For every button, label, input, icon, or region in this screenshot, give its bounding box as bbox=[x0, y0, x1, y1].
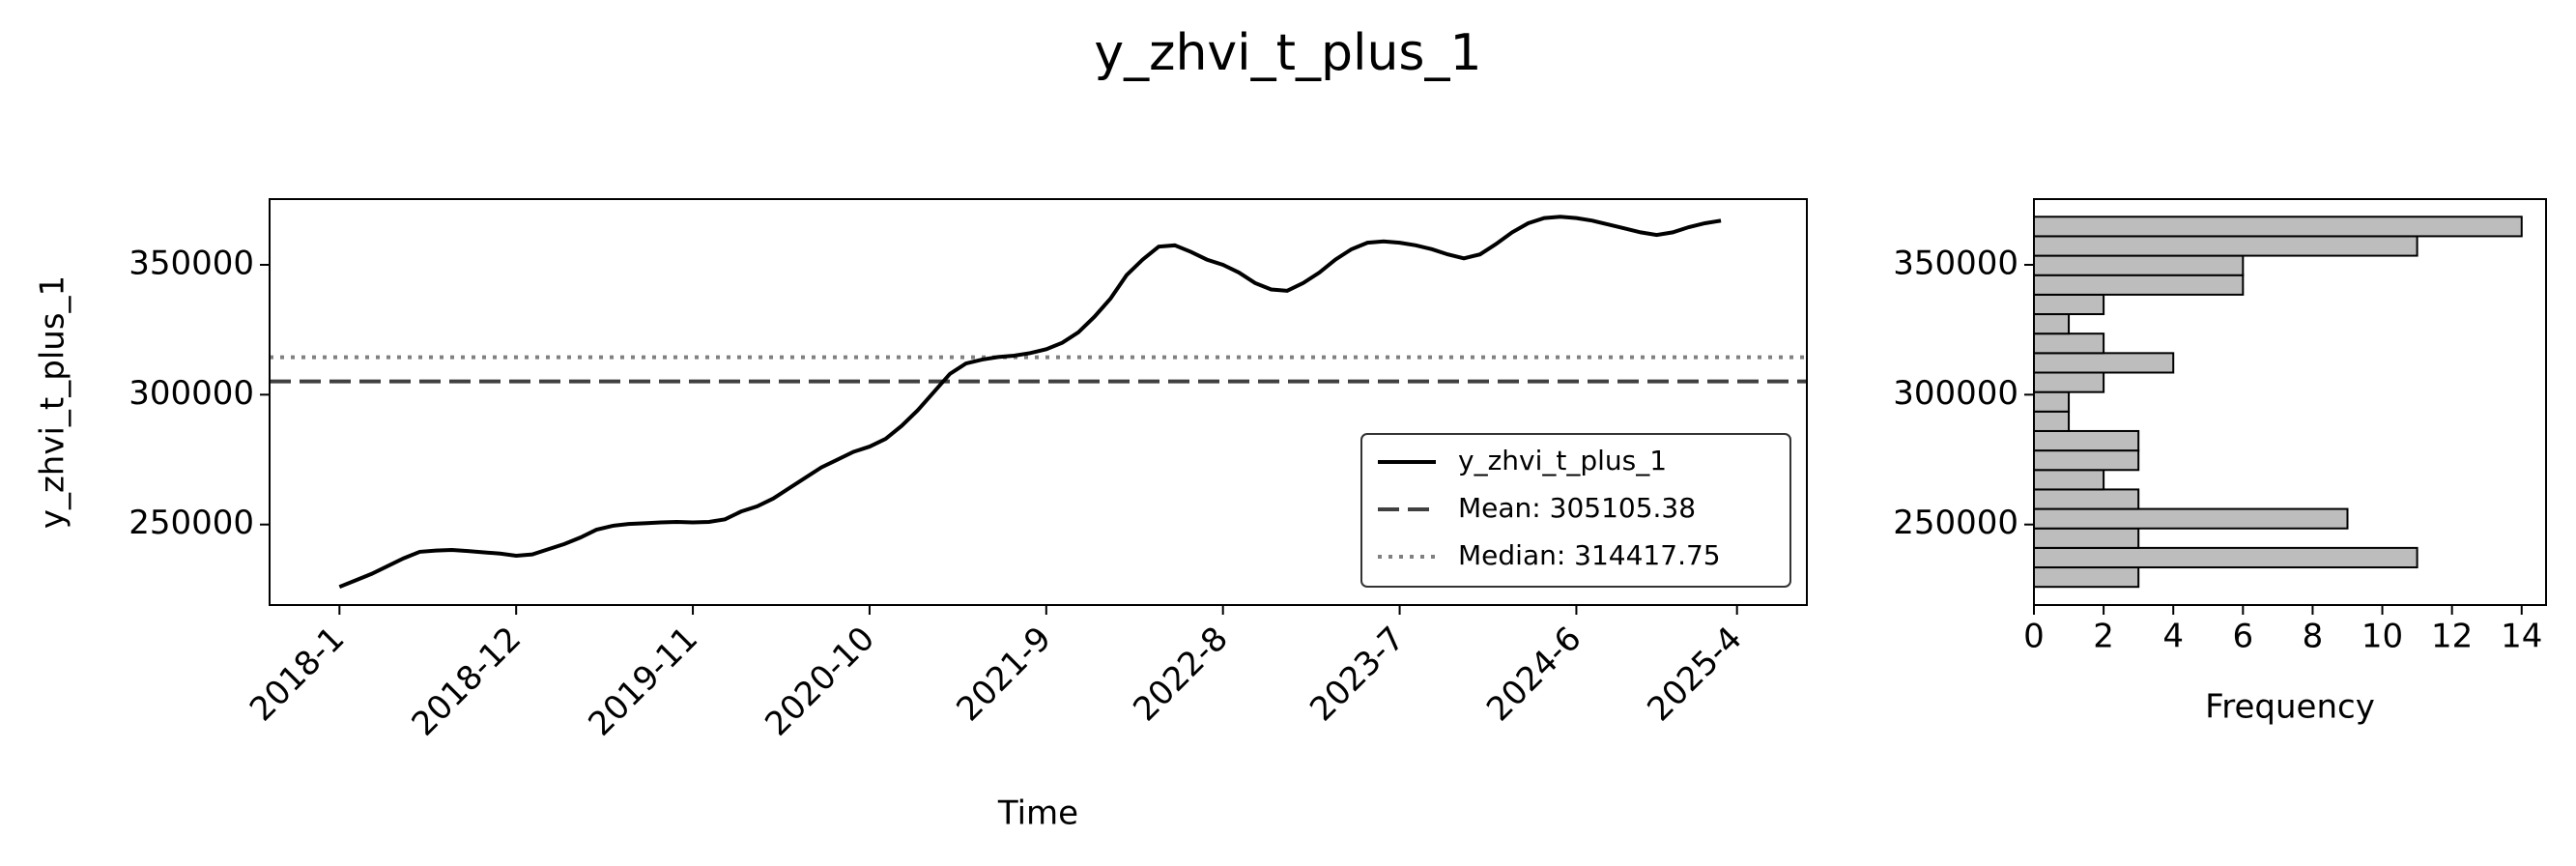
figure-title: y_zhvi_t_plus_1 bbox=[1094, 24, 1481, 82]
histogram-bar bbox=[2033, 429, 2140, 452]
y-tick-label: 250000 bbox=[129, 504, 254, 542]
x-axis-label: Time bbox=[997, 794, 1078, 833]
data-line bbox=[338, 215, 1722, 590]
histogram-bar bbox=[2033, 469, 2105, 491]
histogram-bar bbox=[2033, 390, 2071, 413]
x-axis-label: Frequency bbox=[2205, 688, 2375, 727]
legend-label: Mean: 305105.38 bbox=[1458, 492, 1696, 524]
y-axis-label: y_zhvi_t_plus_1 bbox=[34, 275, 72, 529]
histogram-bar bbox=[2033, 352, 2175, 374]
histogram-bar bbox=[2033, 274, 2245, 296]
histogram-bar bbox=[2033, 488, 2140, 510]
x-tick-label: 8 bbox=[2303, 618, 2324, 656]
histogram-bar bbox=[2033, 293, 2105, 316]
histogram-bar bbox=[2033, 449, 2140, 472]
y-tick-label: 350000 bbox=[129, 244, 254, 282]
histogram-bar bbox=[2033, 410, 2071, 432]
x-tick-label: 10 bbox=[2361, 618, 2403, 656]
y-tick-label: 300000 bbox=[129, 374, 254, 413]
histogram-bar bbox=[2033, 313, 2071, 335]
histogram-bar bbox=[2033, 332, 2105, 355]
axes-frame bbox=[2033, 198, 2547, 606]
y-tick-label: 300000 bbox=[1893, 374, 2018, 413]
histogram-bar bbox=[2033, 254, 2245, 276]
histogram-bar bbox=[2033, 566, 2140, 589]
histogram-bar bbox=[2033, 235, 2419, 257]
x-tick-label: 0 bbox=[2023, 618, 2045, 656]
histogram-bar bbox=[2033, 527, 2140, 549]
legend-label: y_zhvi_t_plus_1 bbox=[1458, 445, 1667, 476]
x-tick-label: 2 bbox=[2093, 618, 2114, 656]
histogram-bar bbox=[2033, 371, 2105, 393]
x-tick-label: 4 bbox=[2162, 618, 2184, 656]
histogram-bar bbox=[2033, 507, 2349, 530]
legend-box bbox=[1360, 433, 1791, 588]
axes-frame bbox=[269, 198, 1808, 606]
histogram-bar bbox=[2033, 546, 2419, 569]
legend-label: Median: 314417.75 bbox=[1458, 539, 1721, 571]
x-tick-label: 14 bbox=[2501, 618, 2542, 656]
y-tick-label: 250000 bbox=[1893, 504, 2018, 542]
x-tick-label: 6 bbox=[2233, 618, 2254, 656]
y-tick-label: 350000 bbox=[1893, 244, 2018, 282]
x-tick-label: 12 bbox=[2431, 618, 2473, 656]
histogram-bar bbox=[2033, 216, 2523, 238]
